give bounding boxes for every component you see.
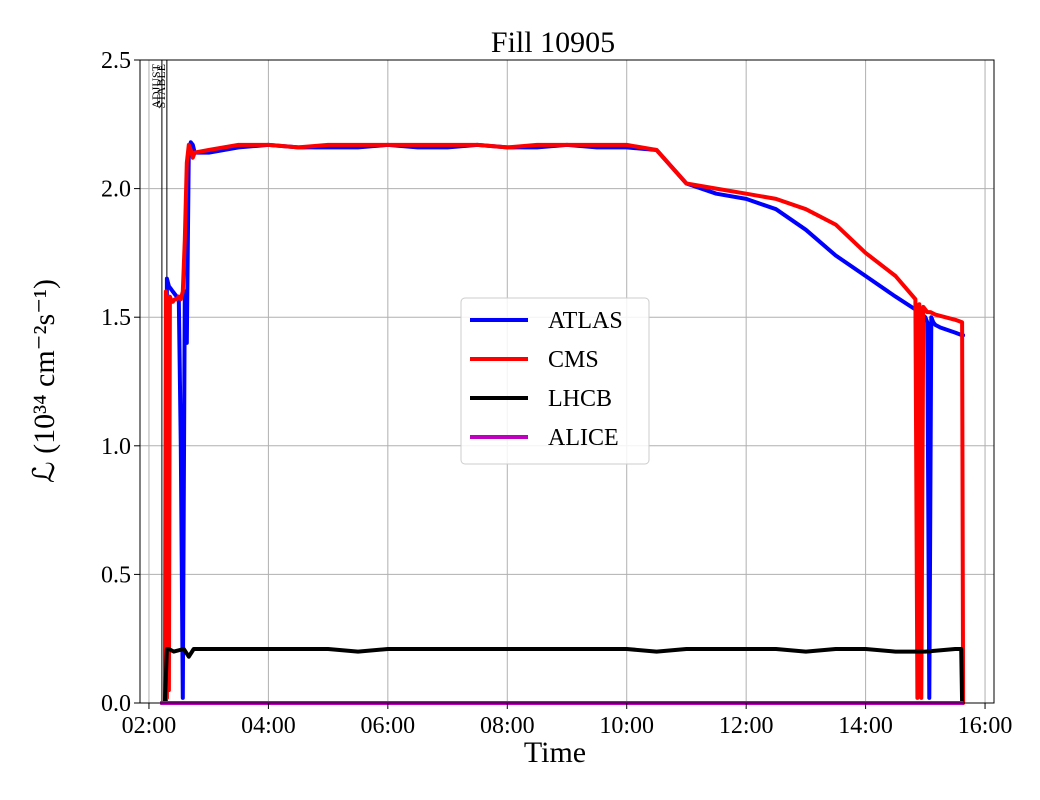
y-tick-label: 1.5 [101, 305, 131, 331]
x-tick-label: 04:00 [241, 713, 296, 739]
legend-box [460, 297, 650, 465]
x-tick-label: 12:00 [719, 713, 774, 739]
x-tick-label: 14:00 [838, 713, 893, 739]
x-axis-ticks: 02:00 04:00 06:00 08:00 10:00 12:00 14:00 16:00 [122, 703, 1013, 739]
plot-frame [139, 59, 995, 704]
y-tick-label: 0.0 [101, 691, 131, 717]
x-tick-label: 10:00 [599, 713, 654, 739]
x-tick-label: 16:00 [958, 713, 1013, 739]
x-axis-label: Time [524, 736, 586, 769]
phase-marker-label: ADJUST [149, 63, 163, 108]
y-tick-label: 2.0 [101, 177, 131, 203]
y-axis-label: ℒ (10³⁴ cm⁻²s⁻¹) [28, 279, 61, 483]
phase-marker-label: STABLE [154, 64, 168, 108]
y-tick-label: 1.0 [101, 434, 131, 460]
x-tick-label: 08:00 [480, 713, 535, 739]
legend-label-cms: CMS [548, 347, 599, 373]
x-tick-label: 06:00 [361, 713, 416, 739]
legend-label-lhcb: LHCB [548, 386, 612, 412]
x-tick-label: 02:00 [122, 713, 177, 739]
legend: ATLAS CMS LHCB ALICE [460, 297, 650, 465]
legend-label-alice: ALICE [548, 425, 619, 451]
series-line-lhcb [159, 647, 965, 705]
y-tick-label: 0.5 [101, 562, 131, 588]
series-line-cms [159, 142, 966, 705]
y-axis-ticks: 0.0 0.5 1.0 1.5 2.0 2.5 [101, 48, 140, 717]
chart-title: Fill 10905 [491, 26, 615, 59]
y-tick-label: 2.5 [101, 48, 131, 74]
legend-label-atlas: ATLAS [548, 308, 623, 334]
